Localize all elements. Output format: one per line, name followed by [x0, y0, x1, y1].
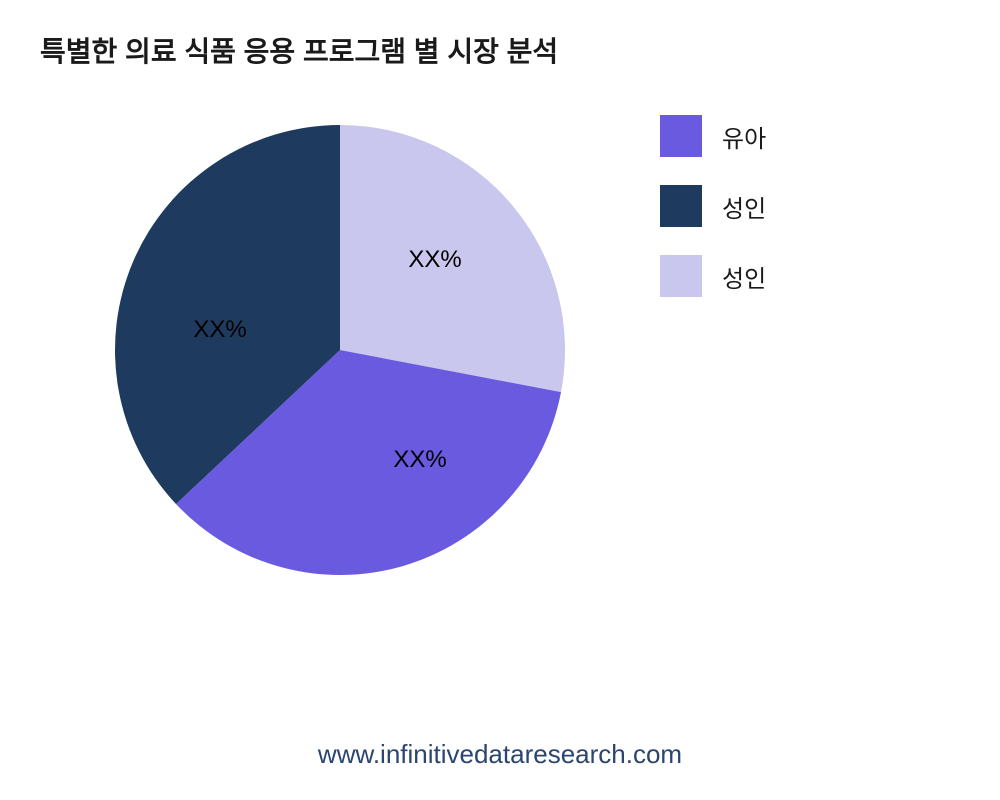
- chart-title: 특별한 의료 식품 응용 프로그램 별 시장 분석: [40, 30, 558, 70]
- legend-label-0: 유아: [722, 119, 766, 154]
- legend-item-2: 성인: [660, 255, 766, 297]
- footer-link[interactable]: www.infinitivedataresearch.com: [0, 739, 1000, 770]
- legend-swatch-0: [660, 115, 702, 157]
- pie-svg: [110, 120, 570, 580]
- slice-label-성인2: XX%: [408, 246, 461, 274]
- legend: 유아성인성인: [660, 115, 766, 297]
- legend-label-2: 성인: [722, 259, 766, 294]
- legend-item-0: 유아: [660, 115, 766, 157]
- legend-label-1: 성인: [722, 189, 766, 224]
- legend-swatch-2: [660, 255, 702, 297]
- slice-label-유아: XX%: [393, 446, 446, 474]
- legend-swatch-1: [660, 185, 702, 227]
- legend-item-1: 성인: [660, 185, 766, 227]
- slice-label-성인1: XX%: [193, 316, 246, 344]
- pie-chart: XX% XX% XX%: [110, 120, 570, 580]
